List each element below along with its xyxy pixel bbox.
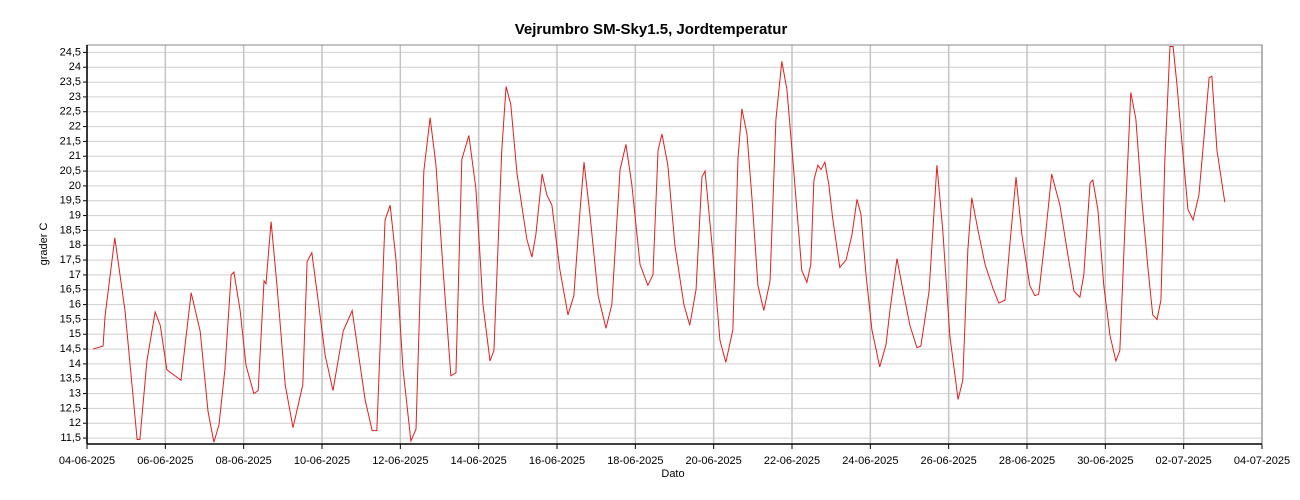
x-tick-label: 22-06-2025 <box>764 455 820 467</box>
x-tick-label: 12-06-2025 <box>372 455 428 467</box>
x-tick-label: 26-06-2025 <box>921 455 977 467</box>
x-tick-label: 10-06-2025 <box>294 455 350 467</box>
y-tick-label: 23 <box>69 91 81 103</box>
x-tick-label: 28-06-2025 <box>999 455 1055 467</box>
x-tick-label: 08-06-2025 <box>216 455 272 467</box>
x-tick-label: 04-07-2025 <box>1234 455 1290 467</box>
y-tick-label: 23,5 <box>60 76 81 88</box>
y-tick-label: 12 <box>69 417 81 429</box>
y-tick-label: 22 <box>69 120 81 132</box>
x-tick-label: 04-06-2025 <box>59 455 115 467</box>
y-tick-label: 20 <box>69 180 81 192</box>
x-tick-label: 14-06-2025 <box>451 455 507 467</box>
y-axis-label: grader C <box>38 223 50 266</box>
y-tick-label: 17 <box>69 269 81 281</box>
x-tick-label: 18-06-2025 <box>607 455 663 467</box>
chart-title: Vejrumbro SM-Sky1.5, Jordtemperatur <box>515 21 788 38</box>
x-axis-label: Dato <box>661 468 684 480</box>
x-tick-label: 24-06-2025 <box>842 455 898 467</box>
y-tick-label: 18 <box>69 239 81 251</box>
y-tick-label: 12,5 <box>60 402 81 414</box>
y-tick-label: 24,5 <box>60 46 81 58</box>
y-tick-label: 14 <box>69 358 81 370</box>
y-tick-label: 21,5 <box>60 135 81 147</box>
y-tick-label: 18,5 <box>60 224 81 236</box>
y-tick-label: 21 <box>69 150 81 162</box>
y-tick-label: 19 <box>69 209 81 221</box>
y-tick-label: 24 <box>69 61 81 73</box>
y-tick-label: 16 <box>69 298 81 310</box>
y-tick-label: 19,5 <box>60 195 81 207</box>
y-tick-label: 15,5 <box>60 313 81 325</box>
y-tick-label: 17,5 <box>60 254 81 266</box>
y-tick-label: 11,5 <box>60 432 81 444</box>
y-tick-label: 22,5 <box>60 106 81 118</box>
x-tick-label: 06-06-2025 <box>137 455 193 467</box>
y-tick-label: 14,5 <box>60 343 81 355</box>
x-tick-label: 16-06-2025 <box>529 455 585 467</box>
data-line <box>92 45 1226 443</box>
x-tick-label: 20-06-2025 <box>686 455 742 467</box>
x-tick-label: 30-06-2025 <box>1077 455 1133 467</box>
y-tick-label: 20,5 <box>60 165 81 177</box>
y-tick-label: 15 <box>69 328 81 340</box>
y-tick-label: 13,5 <box>60 373 81 385</box>
y-tick-label: 13 <box>69 387 81 399</box>
y-tick-label: 16,5 <box>60 284 81 296</box>
x-tick-label: 02-07-2025 <box>1156 455 1212 467</box>
